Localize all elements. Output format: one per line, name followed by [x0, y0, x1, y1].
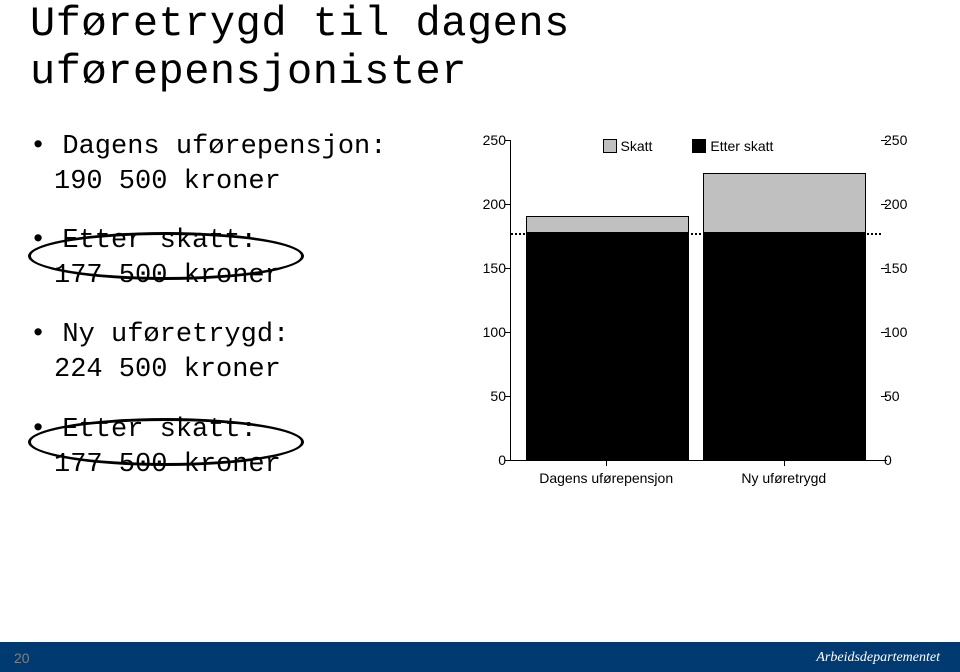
bar-1	[703, 173, 866, 460]
legend-item: Skatt	[603, 138, 653, 154]
legend-swatch	[603, 139, 617, 153]
bullet-3-head: Ny uføretrygd:	[30, 320, 289, 350]
y-label-right: 150	[884, 260, 920, 276]
y-label-left: 100	[470, 324, 506, 340]
y-label-left: 150	[470, 260, 506, 276]
y-label-right: 100	[884, 324, 920, 340]
bar-seg	[703, 233, 866, 460]
y-label-left: 250	[470, 132, 506, 148]
legend: Skatt Etter skatt	[603, 138, 774, 154]
bar-seg	[703, 173, 866, 233]
bullet-3: Ny uføretrygd: 224 500 kroner	[30, 318, 450, 388]
category-label: Ny uføretrygd	[704, 470, 864, 486]
page-number: 20	[14, 650, 30, 666]
plot-area	[510, 140, 881, 461]
slide-title: Uføretrygd til dagens uførepensjonister	[30, 0, 570, 97]
highlight-ellipse-1	[28, 232, 304, 280]
footer-text: Arbeidsdepartementet	[816, 650, 940, 666]
bar-seg	[526, 216, 689, 233]
y-label-left: 50	[470, 388, 506, 404]
bar-seg	[526, 233, 689, 460]
bullet-3-sub: 224 500 kroner	[30, 353, 450, 388]
bullet-1-head: Dagens uførepensjon:	[30, 132, 386, 162]
legend-swatch	[692, 139, 706, 153]
y-label-right: 250	[884, 132, 920, 148]
category-label: Dagens uførepensjon	[526, 470, 686, 486]
y-label-right: 50	[884, 388, 920, 404]
reference-line	[511, 233, 881, 235]
legend-label: Etter skatt	[710, 138, 773, 154]
bullet-1: Dagens uførepensjon: 190 500 kroner	[30, 130, 450, 200]
y-label-left: 0	[470, 452, 506, 468]
highlight-ellipse-2	[28, 418, 304, 466]
y-label-right: 0	[884, 452, 920, 468]
title-line-1: Uføretrygd til dagens	[30, 0, 570, 48]
title-line-2: uførepensjonister	[30, 48, 467, 96]
bullet-1-sub: 190 500 kroner	[30, 165, 450, 200]
y-label-left: 200	[470, 196, 506, 212]
bar-0	[526, 216, 689, 460]
slide: Uføretrygd til dagens uførepensjonister …	[0, 0, 960, 672]
bar-chart: 005050100100150150200200250250Dagens ufø…	[470, 140, 920, 500]
y-label-right: 200	[884, 196, 920, 212]
legend-label: Skatt	[621, 138, 653, 154]
legend-item: Etter skatt	[692, 138, 773, 154]
